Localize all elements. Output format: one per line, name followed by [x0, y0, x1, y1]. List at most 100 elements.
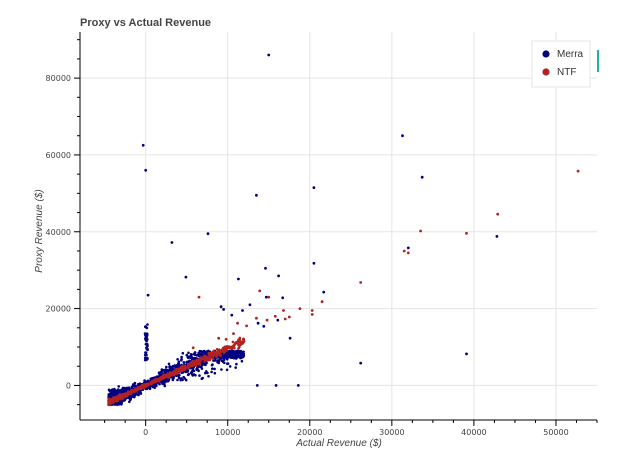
legend-label-merra: Merra — [557, 49, 584, 60]
data-point — [208, 358, 212, 362]
data-point — [234, 355, 237, 359]
data-point — [282, 309, 285, 312]
data-point — [401, 134, 404, 138]
data-point — [213, 359, 217, 362]
data-point — [225, 354, 228, 357]
data-point — [129, 397, 132, 401]
data-point — [228, 365, 232, 368]
data-point — [163, 370, 167, 374]
data-point — [113, 387, 116, 391]
data-point — [232, 332, 235, 335]
data-point — [406, 251, 410, 255]
data-point — [116, 402, 119, 405]
data-point — [213, 371, 217, 375]
data-point — [359, 281, 363, 284]
data-point — [225, 368, 229, 372]
data-point — [189, 366, 193, 370]
data-point — [149, 380, 153, 384]
data-point — [154, 379, 158, 383]
data-point — [220, 368, 223, 371]
data-point — [211, 367, 214, 371]
data-point — [145, 346, 148, 350]
data-point — [242, 338, 245, 342]
data-point — [239, 353, 242, 357]
data-point — [207, 349, 210, 353]
data-point — [230, 349, 233, 353]
data-point — [154, 383, 158, 387]
toolbar-accent — [597, 50, 599, 72]
data-point — [207, 375, 210, 378]
data-point — [211, 357, 215, 360]
data-point — [120, 401, 123, 405]
data-point — [406, 246, 410, 250]
data-point — [176, 358, 179, 361]
data-point — [117, 385, 120, 388]
data-point — [218, 352, 221, 355]
data-point — [182, 367, 185, 370]
data-point — [167, 362, 171, 366]
data-point — [495, 235, 499, 238]
data-point — [116, 398, 119, 402]
data-point — [228, 346, 232, 350]
x-tick-label: 0 — [143, 428, 148, 437]
data-point — [222, 358, 226, 361]
data-point — [171, 371, 174, 375]
data-point — [230, 356, 233, 360]
y-tick-label: 60000 — [46, 151, 71, 160]
data-point — [197, 361, 201, 365]
data-point — [402, 249, 406, 253]
data-point — [143, 332, 147, 335]
data-point — [183, 377, 187, 380]
data-point — [241, 309, 244, 312]
data-point — [235, 362, 238, 366]
data-point — [132, 384, 136, 388]
data-point — [176, 378, 179, 382]
data-point — [233, 342, 237, 345]
data-point — [142, 386, 146, 390]
data-point — [129, 390, 132, 394]
data-point — [172, 376, 175, 380]
data-point — [211, 352, 215, 356]
data-point — [183, 364, 186, 368]
data-point — [215, 355, 218, 359]
data-point — [274, 384, 278, 387]
data-point — [165, 374, 169, 378]
data-point — [108, 395, 112, 399]
data-point — [145, 382, 148, 386]
data-point — [233, 352, 237, 356]
data-point — [276, 318, 280, 322]
legend-box — [531, 40, 591, 88]
data-point — [145, 387, 149, 391]
data-point — [322, 290, 326, 294]
y-tick-label: 80000 — [46, 74, 71, 83]
x-axis-label: Actual Revenue ($) — [295, 438, 382, 449]
data-point — [177, 362, 181, 366]
data-point — [174, 371, 177, 374]
data-point — [133, 381, 137, 385]
legend-label-ntf: NTF — [557, 67, 576, 78]
data-point — [176, 371, 179, 375]
data-point — [146, 348, 149, 352]
data-point — [145, 338, 148, 342]
legend: Merra NTF — [531, 40, 591, 88]
data-point — [219, 354, 222, 358]
data-point — [180, 355, 183, 359]
data-point — [219, 305, 223, 309]
data-point — [144, 354, 147, 357]
data-point — [230, 313, 234, 317]
data-point — [200, 377, 204, 381]
data-point — [193, 351, 197, 354]
data-point — [310, 313, 314, 316]
data-point — [117, 396, 121, 400]
data-point — [127, 391, 130, 395]
data-point — [145, 358, 148, 362]
data-point — [217, 336, 221, 340]
data-point — [153, 386, 156, 390]
data-point — [226, 346, 230, 350]
data-point — [226, 362, 229, 366]
x-tick-label: 40000 — [461, 428, 486, 437]
data-point — [208, 353, 211, 356]
data-point — [107, 388, 111, 392]
